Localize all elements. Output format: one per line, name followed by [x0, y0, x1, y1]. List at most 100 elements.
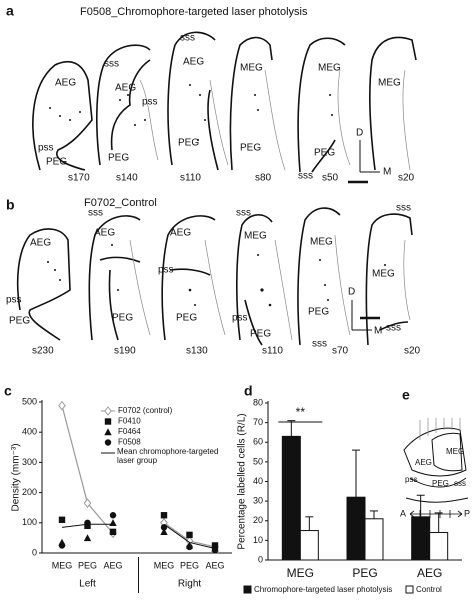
x-tick-label: PEG: [78, 560, 97, 570]
region-label: sss: [386, 323, 401, 334]
legend-marker: [104, 418, 112, 425]
panel-label: a: [6, 3, 14, 19]
outline: [229, 36, 273, 171]
legend-marker: [104, 406, 112, 416]
region-label: AEG: [115, 83, 136, 94]
legend-label: F0508: [118, 438, 141, 447]
cell-dots: [47, 244, 386, 307]
y-axis-label: Percentage labelled cells (R/L): [237, 413, 248, 549]
section-label: s20: [398, 173, 415, 184]
cell-dots: [49, 84, 333, 141]
axis-arrow: [409, 510, 463, 518]
section-label: s110: [180, 173, 201, 184]
schematic: [403, 418, 469, 518]
region-label: MEG: [446, 447, 464, 456]
x-tick-label: MEG: [52, 560, 73, 570]
region-label: MEG: [310, 237, 333, 248]
marker: [186, 543, 193, 551]
bar: [281, 435, 301, 561]
region-label: pss: [158, 265, 174, 276]
region-label: PEG: [108, 153, 129, 164]
y-tick-label: 40: [253, 476, 263, 486]
region-label: PEG: [250, 329, 271, 340]
x-tick-label: MEG: [287, 566, 314, 580]
axis-label: A: [400, 508, 406, 518]
x-tick-label: MEG: [154, 560, 175, 570]
panel-label: b: [6, 197, 15, 213]
outline: [16, 228, 71, 341]
marker: [83, 534, 92, 542]
region-label: sss: [298, 171, 313, 182]
region-label: AEG: [55, 78, 76, 89]
region-label: sss: [180, 33, 195, 44]
sulcus: [129, 234, 411, 341]
y-tick-label: 30: [253, 496, 263, 506]
section-label: s70: [332, 346, 349, 357]
sections-b: [16, 207, 413, 346]
marker: [83, 498, 92, 508]
region-label: PEG: [308, 307, 329, 318]
region-label: PEG: [314, 148, 335, 159]
sections-a: [32, 31, 417, 184]
panel-label: d: [244, 383, 253, 399]
marker: [58, 400, 66, 411]
region-label: AEG: [94, 228, 115, 239]
marker: [160, 524, 168, 531]
orientation-label: M: [383, 167, 391, 178]
x-tick-label: PEG: [352, 566, 377, 580]
region-label: PEG: [178, 138, 199, 149]
legend-marker: [104, 428, 112, 436]
y-tick-label: 500: [22, 396, 37, 406]
section-label: s80: [255, 173, 272, 184]
outline: [167, 31, 219, 171]
outline: [32, 61, 93, 171]
bar: [411, 516, 431, 561]
region-label: sss: [312, 339, 327, 350]
sulcus: [139, 69, 411, 171]
region-label: PEG: [176, 313, 197, 324]
legend-label-box: Mean chromophore-targeted laser group: [117, 447, 219, 465]
hatching: [419, 418, 461, 440]
bar: [346, 496, 366, 561]
orientation-label: D: [348, 287, 355, 298]
region-label: pss: [6, 295, 22, 306]
region-label: pss: [38, 143, 54, 154]
group-label: Right: [178, 579, 202, 590]
panel-title: F0508_Chromophore-targeted laser photoly…: [80, 6, 308, 18]
x-tick-label: AEG: [205, 560, 224, 570]
marker: [58, 542, 66, 549]
region-label: sss: [104, 59, 119, 70]
marker: [109, 528, 117, 536]
region-label: pss: [405, 475, 417, 484]
legend-label: F0702 (control): [118, 406, 173, 415]
section-label: s110: [262, 346, 283, 357]
section-label: s190: [114, 346, 136, 357]
section-label: s140: [116, 173, 138, 184]
section-label: s20: [404, 346, 421, 357]
region-label: sss: [396, 203, 411, 214]
y-tick-label: 10: [253, 535, 263, 545]
section-label: s130: [186, 346, 208, 357]
marker: [58, 516, 66, 523]
outline: [96, 44, 151, 166]
y-tick-label: 200: [22, 487, 37, 497]
marker: [160, 512, 168, 519]
outline: [297, 207, 341, 346]
outline: [161, 215, 216, 341]
x-tick-label: AEG: [103, 560, 122, 570]
region-label: sss: [236, 208, 251, 219]
region-label: MEG: [318, 63, 341, 74]
x-tick-label: AEG: [417, 566, 442, 580]
y-tick-label: 100: [22, 517, 37, 527]
legend-label: Control: [416, 585, 442, 594]
y-tick-label: 0: [258, 554, 263, 564]
outline: [236, 214, 273, 346]
region-label: pss: [232, 313, 248, 324]
region-label: sss: [454, 479, 466, 488]
y-tick-label: 300: [22, 457, 37, 467]
legend-label: Mean chromophore-targeted laser group: [117, 447, 219, 465]
region-label: AEG: [170, 228, 191, 239]
x-tick-label: PEG: [180, 560, 199, 570]
y-tick-label: 20: [253, 515, 263, 525]
